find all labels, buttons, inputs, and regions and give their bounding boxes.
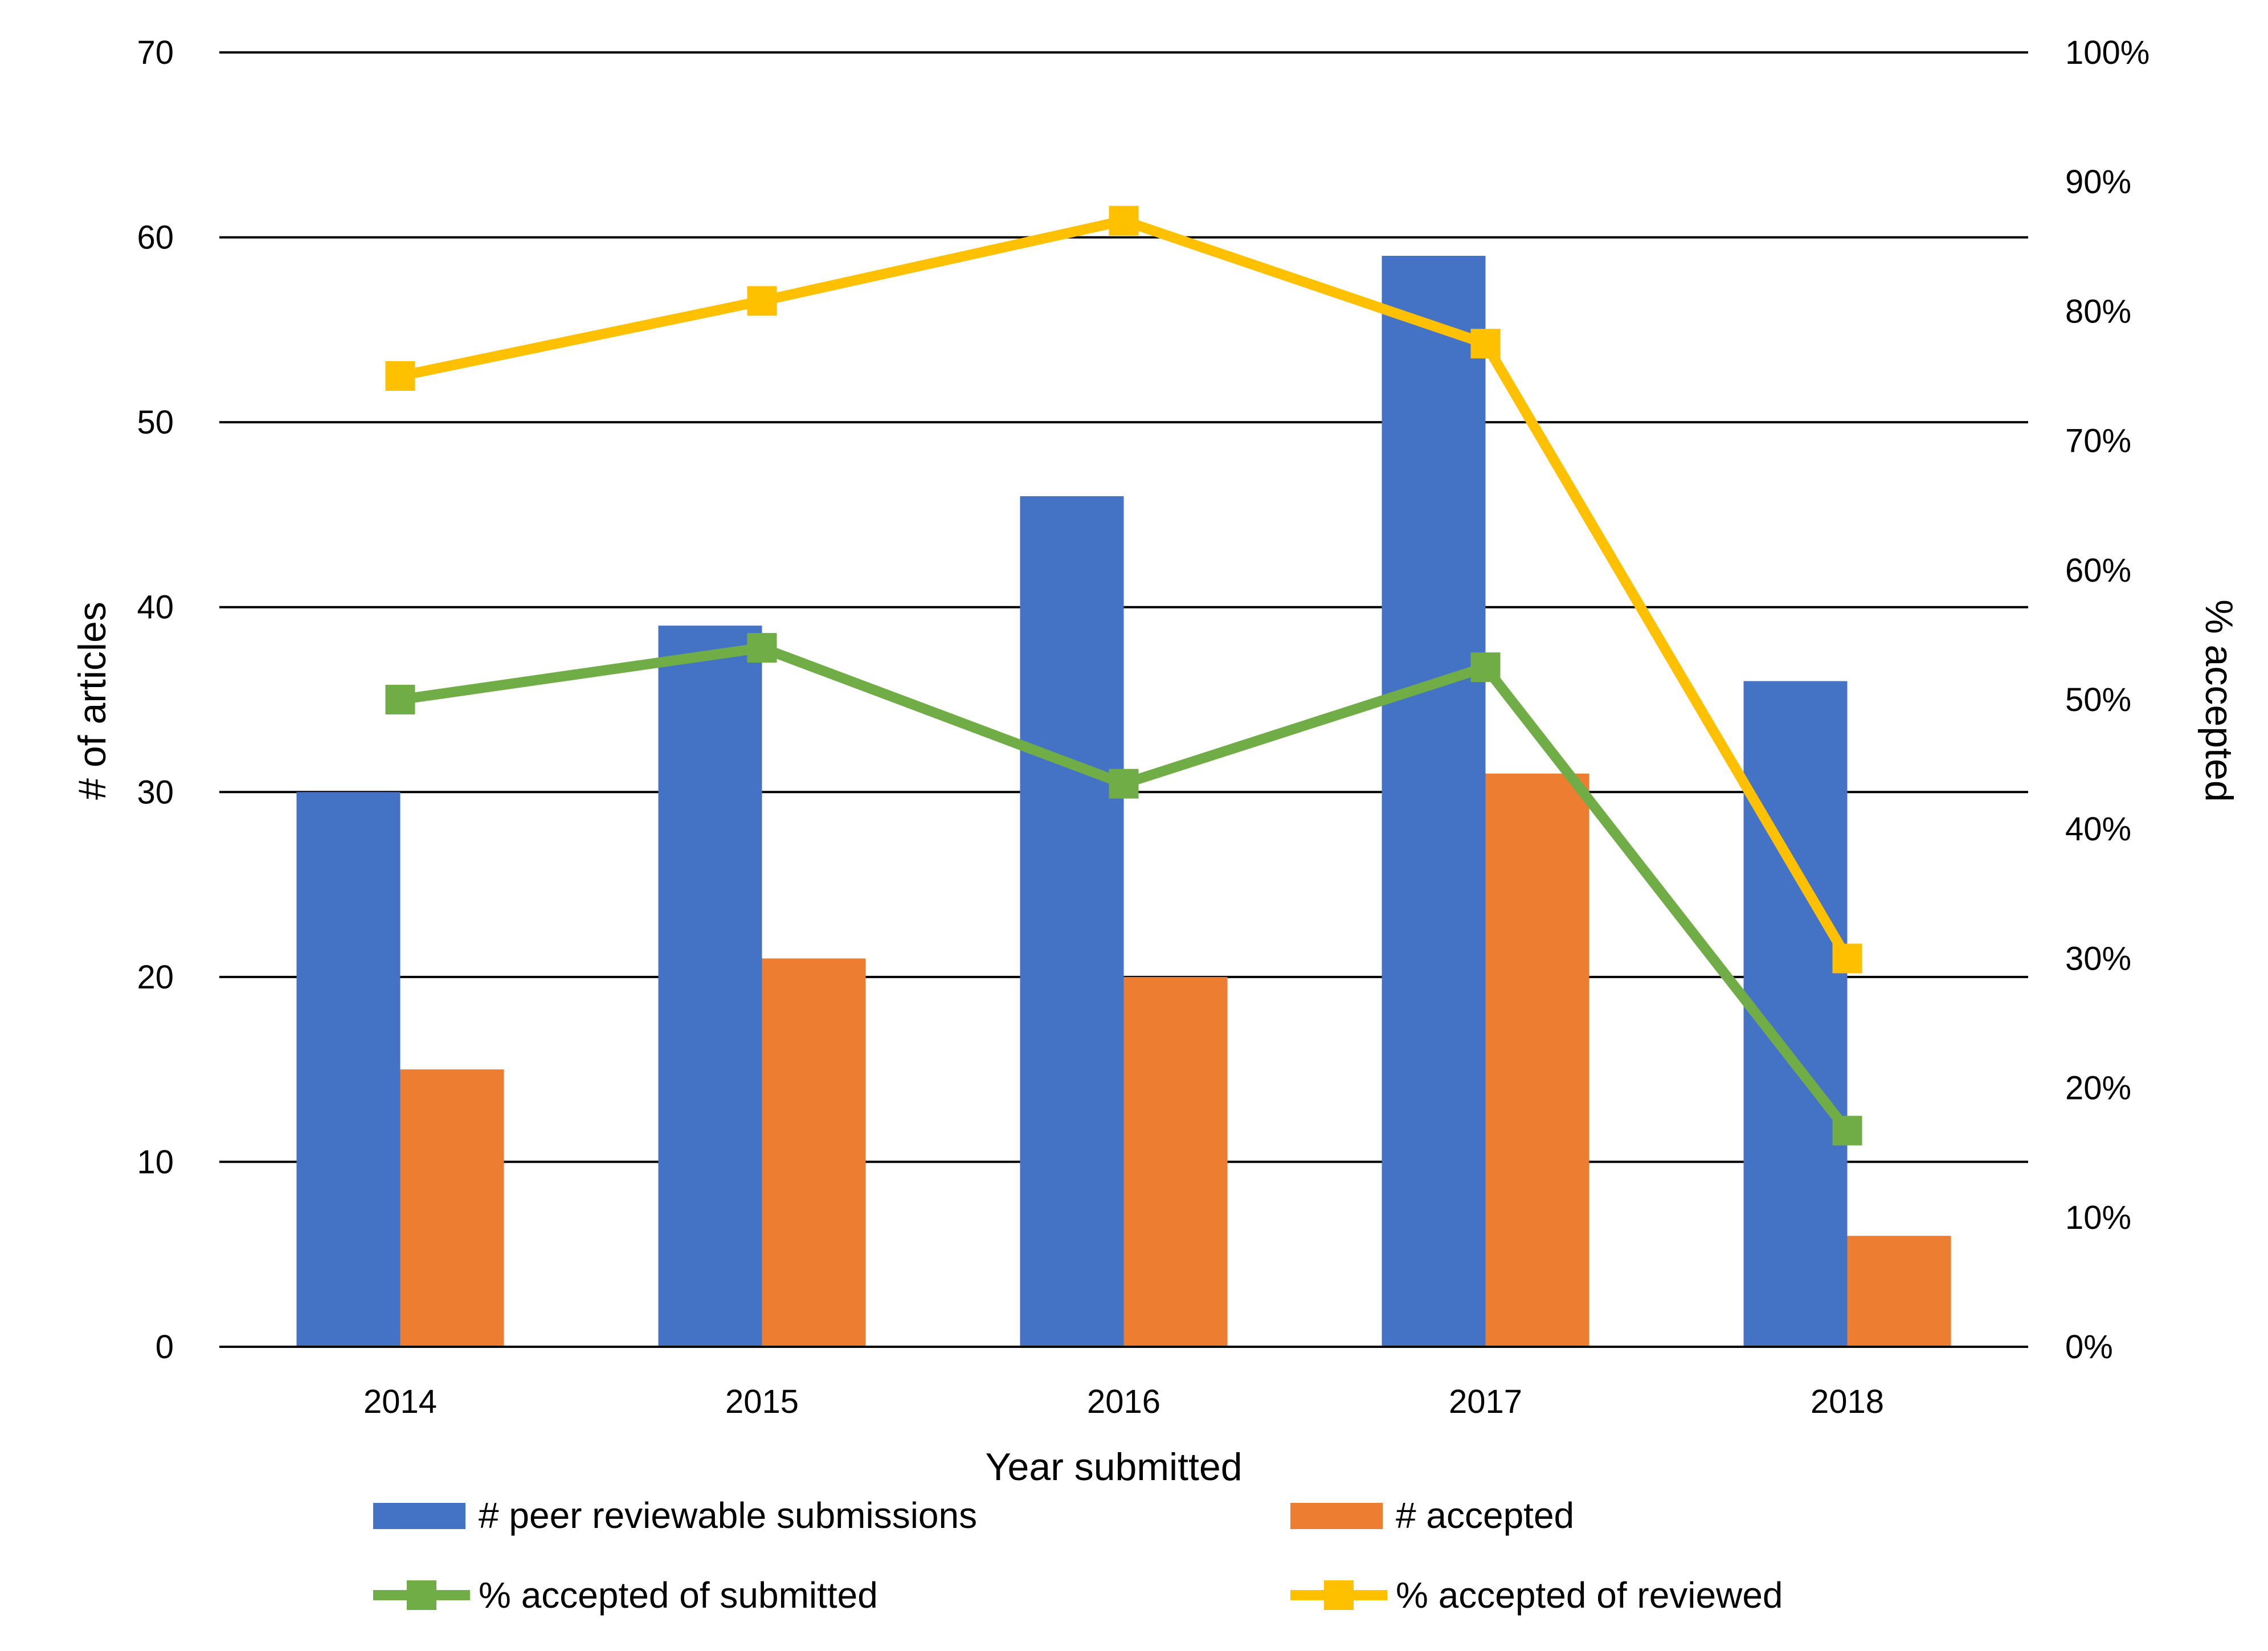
bar (1123, 976, 1228, 1347)
point-marker (385, 361, 415, 391)
y2-tick-label: 60% (2065, 552, 2131, 589)
axes: Year submitted # of articles % accepted … (71, 34, 2241, 1489)
y-axis-title: # of articles (71, 602, 114, 800)
legend-swatch (373, 1503, 465, 1529)
legend-label: # peer reviewable submissions (479, 1495, 977, 1536)
y-tick-label: 70 (137, 34, 174, 71)
bar (1847, 1236, 1951, 1347)
x-axis-title: Year submitted (985, 1445, 1242, 1489)
y2-tick-label: 50% (2065, 681, 2131, 718)
y2-tick-label: 30% (2065, 940, 2131, 977)
bar (400, 1069, 504, 1347)
point-marker (1109, 769, 1139, 799)
y-tick-label: 0 (156, 1329, 174, 1366)
bar (658, 626, 762, 1347)
y2-tick-label: 40% (2065, 811, 2131, 848)
legend-swatch-marker (1324, 1580, 1354, 1610)
x-tick-label: 2016 (1087, 1383, 1160, 1420)
bar (296, 792, 401, 1347)
point-marker (1470, 329, 1501, 359)
y2-tick-label: 20% (2065, 1070, 2131, 1107)
y-tick-label: 20 (137, 959, 174, 996)
point-marker (385, 685, 415, 714)
bars (219, 256, 2028, 1348)
y-tick-label: 60 (137, 219, 174, 256)
y2-tick-label: 0% (2065, 1329, 2113, 1366)
x-tick-label: 2015 (725, 1383, 799, 1420)
bar (1485, 773, 1589, 1347)
legend: # peer reviewable submissions # accepted%… (373, 1495, 1783, 1616)
x-tick-label: 2014 (363, 1383, 437, 1420)
point-marker (1470, 652, 1501, 683)
point-marker (1832, 943, 1862, 974)
point-marker (1109, 206, 1139, 236)
bar (762, 958, 866, 1347)
y-tick-label: 10 (137, 1143, 174, 1180)
bar (1382, 256, 1486, 1347)
y2-tick-label: 80% (2065, 293, 2131, 330)
y2-tick-label: 10% (2065, 1199, 2131, 1236)
x-tick-label: 2017 (1449, 1383, 1522, 1420)
bar (1020, 496, 1124, 1347)
point-marker (1832, 1115, 1862, 1146)
y2-axis-title: % accepted (2197, 599, 2241, 802)
legend-swatch-marker (407, 1580, 436, 1610)
y2-tick-label: 100% (2065, 34, 2150, 71)
x-tick-label: 2018 (1811, 1383, 1884, 1420)
y-tick-label: 50 (137, 404, 174, 441)
legend-label: % accepted of reviewed (1396, 1575, 1783, 1616)
lines (385, 206, 1862, 1146)
y-tick-label: 30 (137, 774, 174, 811)
legend-label: # accepted (1396, 1495, 1574, 1536)
y2-tick-label: 90% (2065, 164, 2131, 201)
point-marker (747, 633, 777, 663)
point-marker (747, 286, 777, 316)
y-tick-label: 40 (137, 589, 174, 626)
legend-label: % accepted of submitted (479, 1575, 878, 1616)
y2-tick-label: 70% (2065, 423, 2131, 460)
legend-swatch (1290, 1503, 1383, 1529)
